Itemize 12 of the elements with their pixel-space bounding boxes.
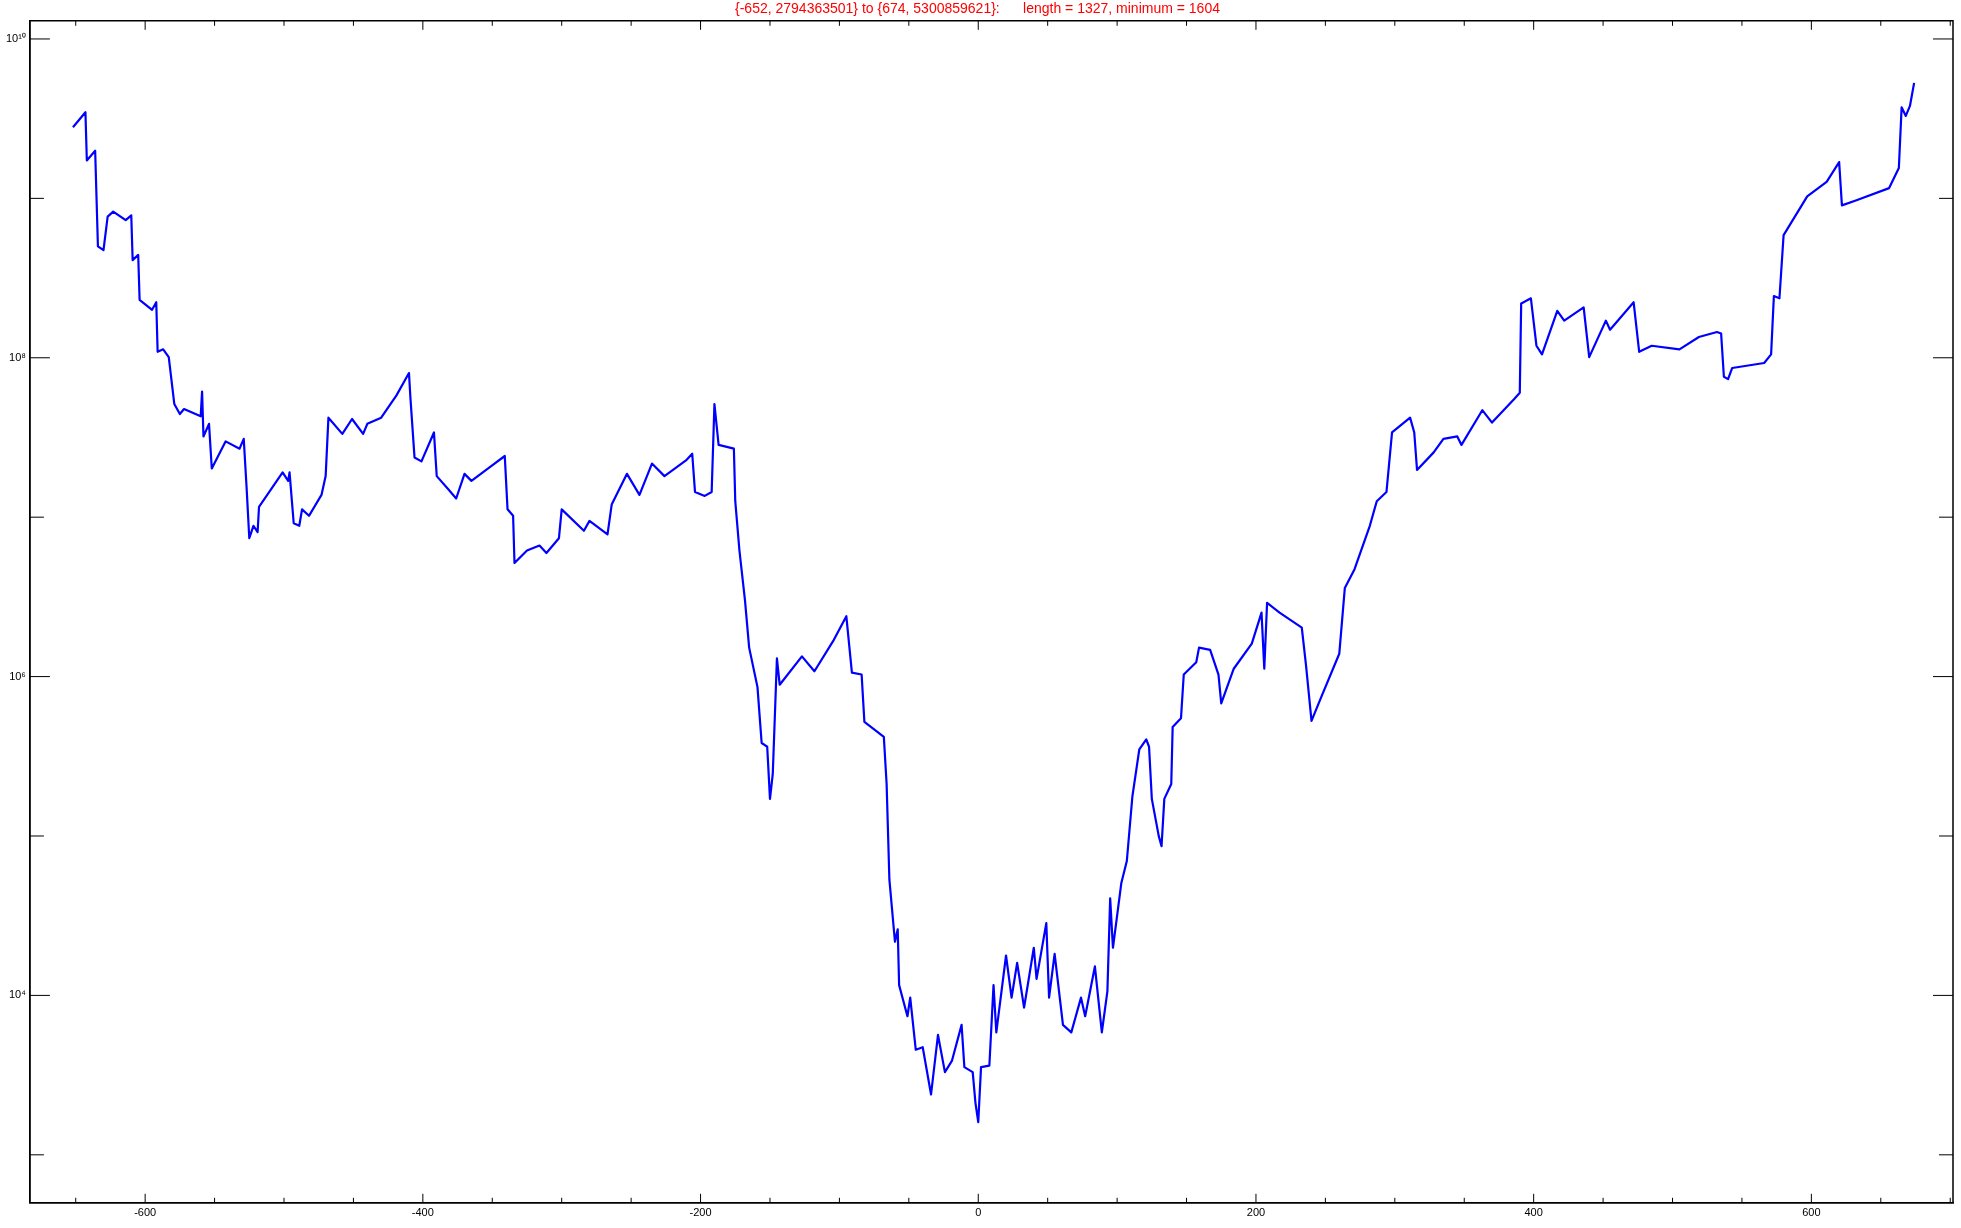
x-tick-label: 400	[1524, 1206, 1543, 1219]
x-tick-label: 600	[1802, 1206, 1821, 1219]
x-tick-label: -400	[411, 1206, 434, 1219]
y-tick-label: 10⁴	[8, 988, 27, 1001]
y-tick-label: 10¹⁰	[5, 31, 26, 44]
y-tick-label: 10⁶	[9, 669, 26, 682]
x-tick-label: -600	[134, 1206, 157, 1219]
x-tick-label: 200	[1246, 1206, 1266, 1219]
y-tick-label: 10⁸	[9, 350, 26, 363]
x-tick-label: 0	[975, 1206, 982, 1219]
chart-title: {-652, 2794363501} to {674, 5300859621}: length = 1327, minimum = 1604	[735, 0, 1221, 17]
x-tick-label: -200	[689, 1206, 712, 1219]
